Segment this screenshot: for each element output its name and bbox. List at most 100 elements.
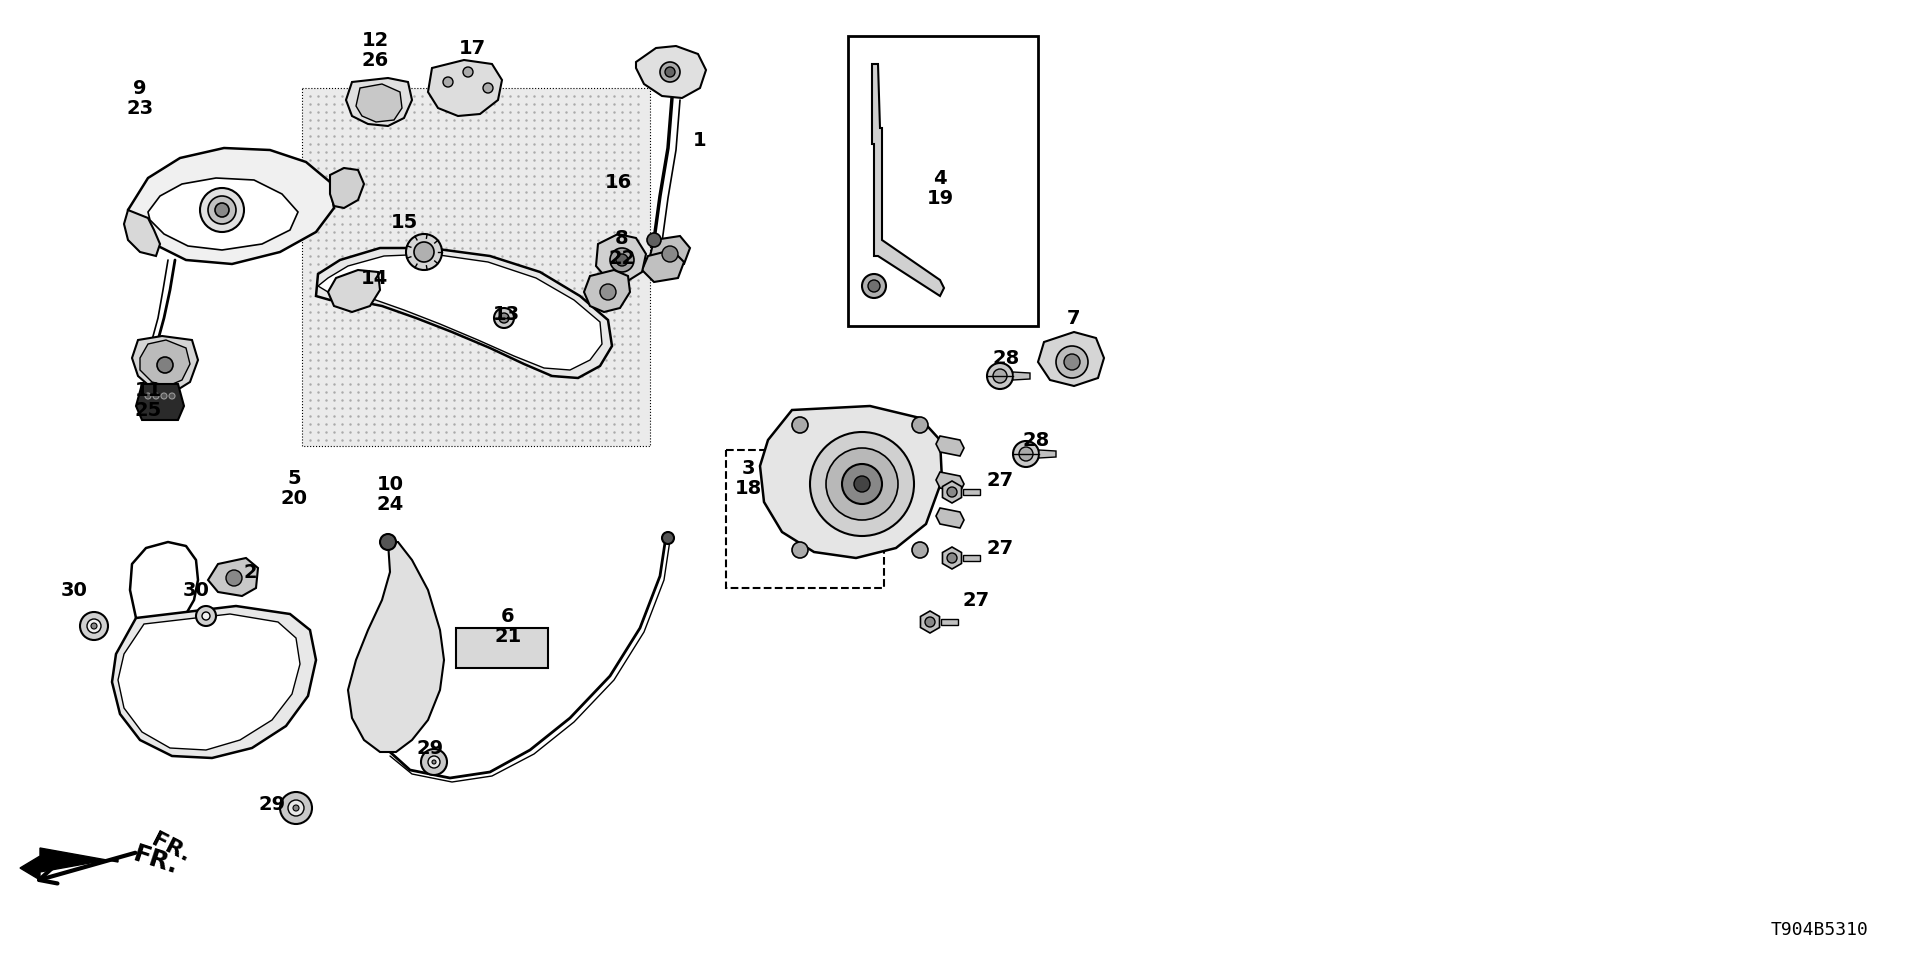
Text: 2: 2 (244, 563, 257, 582)
Text: 27: 27 (962, 590, 989, 610)
Polygon shape (872, 64, 945, 296)
Text: 9: 9 (132, 79, 146, 98)
Circle shape (86, 619, 102, 633)
Circle shape (993, 369, 1006, 383)
Circle shape (1056, 346, 1089, 378)
Circle shape (664, 67, 676, 77)
Circle shape (862, 274, 885, 298)
Polygon shape (330, 168, 365, 208)
Polygon shape (348, 542, 444, 752)
Polygon shape (111, 606, 317, 758)
Polygon shape (964, 489, 979, 495)
Circle shape (912, 542, 927, 558)
Text: 1: 1 (693, 131, 707, 150)
Text: FR.: FR. (131, 842, 180, 878)
Circle shape (202, 612, 209, 620)
Text: 24: 24 (376, 494, 403, 514)
Circle shape (432, 760, 436, 764)
Polygon shape (132, 336, 198, 392)
Circle shape (484, 83, 493, 93)
Circle shape (810, 432, 914, 536)
Polygon shape (964, 555, 979, 561)
Circle shape (420, 749, 447, 775)
Circle shape (987, 363, 1014, 389)
Polygon shape (937, 472, 964, 492)
Circle shape (868, 280, 879, 292)
Circle shape (912, 417, 927, 433)
Circle shape (169, 393, 175, 399)
Circle shape (200, 188, 244, 232)
Circle shape (660, 62, 680, 82)
Text: 19: 19 (927, 188, 954, 207)
Polygon shape (355, 84, 401, 122)
Polygon shape (428, 60, 501, 116)
Text: 5: 5 (288, 468, 301, 488)
Polygon shape (19, 848, 117, 880)
Polygon shape (584, 270, 630, 312)
Circle shape (157, 357, 173, 373)
Text: T904B5310: T904B5310 (1770, 921, 1868, 939)
Text: 21: 21 (493, 627, 522, 645)
Circle shape (405, 234, 442, 270)
Text: 13: 13 (492, 305, 520, 324)
Polygon shape (920, 611, 939, 633)
Circle shape (647, 233, 660, 247)
Polygon shape (641, 250, 684, 282)
Circle shape (499, 313, 509, 323)
Text: 25: 25 (134, 400, 161, 420)
Bar (301, 88, 651, 446)
Text: 30: 30 (61, 581, 88, 599)
Circle shape (925, 617, 935, 627)
Circle shape (826, 448, 899, 520)
Polygon shape (148, 178, 298, 250)
Polygon shape (937, 508, 964, 528)
Text: 28: 28 (993, 348, 1020, 368)
Text: 17: 17 (459, 38, 486, 58)
Circle shape (947, 553, 956, 563)
Text: 12: 12 (361, 31, 388, 50)
Polygon shape (129, 148, 334, 264)
Text: 7: 7 (1068, 308, 1081, 327)
Polygon shape (1039, 450, 1056, 458)
Circle shape (947, 487, 956, 497)
Circle shape (791, 417, 808, 433)
Circle shape (215, 203, 228, 217)
Circle shape (791, 542, 808, 558)
Circle shape (662, 246, 678, 262)
Text: 6: 6 (501, 607, 515, 626)
Text: 10: 10 (376, 474, 403, 493)
Polygon shape (207, 558, 257, 596)
Text: 3: 3 (741, 459, 755, 477)
Circle shape (599, 284, 616, 300)
Circle shape (444, 77, 453, 87)
Text: 27: 27 (987, 539, 1014, 558)
Circle shape (493, 308, 515, 328)
Circle shape (196, 606, 215, 626)
Circle shape (463, 67, 472, 77)
Bar (849, 36, 1039, 326)
Text: 11: 11 (134, 380, 161, 399)
Polygon shape (937, 436, 964, 456)
Text: 4: 4 (933, 169, 947, 187)
Circle shape (662, 532, 674, 544)
Text: 22: 22 (609, 249, 636, 268)
Circle shape (843, 464, 881, 504)
Bar (726, 450, 883, 588)
Text: 28: 28 (1021, 430, 1050, 449)
Text: 15: 15 (390, 212, 419, 231)
Text: 23: 23 (127, 99, 154, 117)
Circle shape (854, 476, 870, 492)
Circle shape (616, 254, 628, 266)
Polygon shape (760, 406, 943, 558)
Circle shape (288, 800, 303, 816)
Circle shape (1014, 441, 1039, 467)
Polygon shape (328, 270, 380, 312)
Polygon shape (117, 614, 300, 750)
Circle shape (161, 393, 167, 399)
Circle shape (415, 242, 434, 262)
Text: 18: 18 (733, 478, 762, 497)
Circle shape (380, 534, 396, 550)
Polygon shape (636, 46, 707, 98)
Text: 20: 20 (280, 489, 307, 508)
Circle shape (154, 393, 159, 399)
